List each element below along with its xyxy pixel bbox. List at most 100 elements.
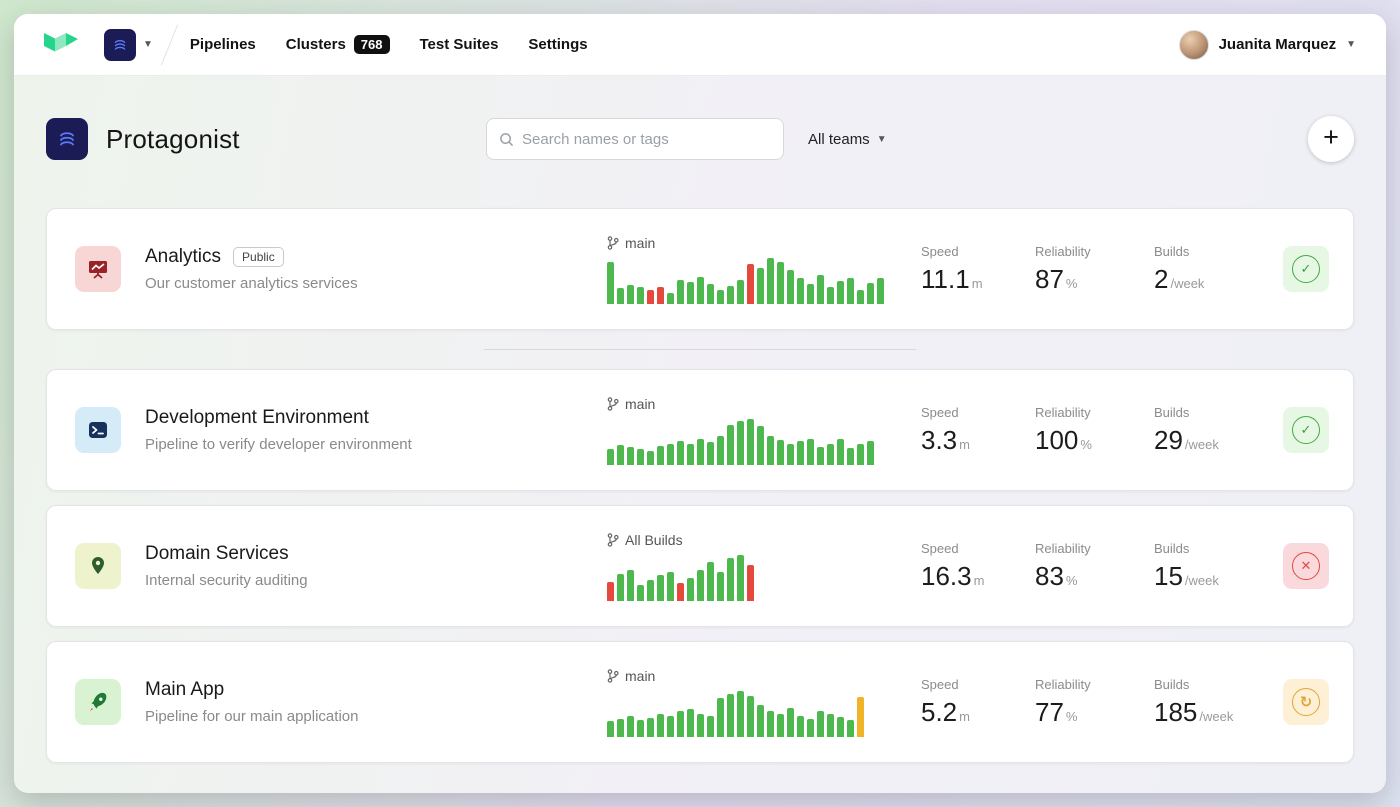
build-bar[interactable]: [607, 582, 614, 601]
pipeline-card-analytics[interactable]: Analytics Public Our customer analytics …: [46, 208, 1354, 330]
build-bar[interactable]: [647, 451, 654, 465]
build-bar[interactable]: [637, 720, 644, 737]
build-bar[interactable]: [657, 714, 664, 737]
build-bar[interactable]: [817, 275, 824, 304]
build-bar[interactable]: [817, 447, 824, 465]
build-bar[interactable]: [667, 716, 674, 737]
build-bar[interactable]: [677, 441, 684, 465]
pipeline-card-main-app[interactable]: Main App Pipeline for our main applicati…: [46, 641, 1354, 763]
build-bar[interactable]: [737, 555, 744, 601]
build-bar[interactable]: [857, 697, 864, 737]
build-bar[interactable]: [767, 258, 774, 304]
build-bar[interactable]: [607, 721, 614, 737]
build-history-chart[interactable]: [607, 258, 897, 304]
build-bar[interactable]: [667, 293, 674, 304]
build-bar[interactable]: [817, 711, 824, 737]
build-bar[interactable]: [727, 425, 734, 465]
build-bar[interactable]: [707, 284, 714, 304]
build-bar[interactable]: [787, 270, 794, 304]
build-bar[interactable]: [787, 708, 794, 737]
build-bar[interactable]: [697, 714, 704, 737]
build-bar[interactable]: [617, 288, 624, 304]
build-bar[interactable]: [757, 268, 764, 304]
build-bar[interactable]: [787, 444, 794, 465]
build-bar[interactable]: [667, 444, 674, 465]
build-bar[interactable]: [797, 441, 804, 465]
build-bar[interactable]: [687, 444, 694, 465]
build-bar[interactable]: [607, 449, 614, 465]
build-bar[interactable]: [737, 280, 744, 304]
build-bar[interactable]: [627, 716, 634, 737]
build-bar[interactable]: [747, 696, 754, 737]
build-bar[interactable]: [877, 278, 884, 304]
build-bar[interactable]: [747, 264, 754, 304]
build-bar[interactable]: [837, 439, 844, 465]
build-bar[interactable]: [687, 578, 694, 601]
build-bar[interactable]: [707, 442, 714, 465]
user-menu[interactable]: Juanita Marquez ▼: [1179, 30, 1356, 60]
build-bar[interactable]: [667, 572, 674, 601]
build-bar[interactable]: [807, 439, 814, 465]
build-bar[interactable]: [837, 717, 844, 737]
build-bar[interactable]: [747, 565, 754, 601]
nav-settings[interactable]: Settings: [528, 36, 587, 53]
build-bar[interactable]: [747, 419, 754, 465]
new-pipeline-button[interactable]: +: [1308, 116, 1354, 162]
build-bar[interactable]: [677, 583, 684, 601]
build-bar[interactable]: [827, 287, 834, 304]
brand-logo-icon[interactable]: [44, 33, 78, 57]
build-bar[interactable]: [717, 436, 724, 465]
build-bar[interactable]: [867, 441, 874, 465]
build-bar[interactable]: [857, 290, 864, 304]
build-history-chart[interactable]: [607, 555, 897, 601]
pipeline-status-icon[interactable]: [1283, 679, 1329, 725]
build-bar[interactable]: [737, 691, 744, 737]
build-bar[interactable]: [617, 719, 624, 737]
build-bar[interactable]: [677, 280, 684, 304]
build-bar[interactable]: [827, 714, 834, 737]
build-bar[interactable]: [727, 286, 734, 304]
build-bar[interactable]: [757, 426, 764, 465]
build-bar[interactable]: [627, 447, 634, 465]
build-bar[interactable]: [697, 439, 704, 465]
build-bar[interactable]: [627, 570, 634, 601]
build-bar[interactable]: [617, 574, 624, 601]
teams-filter-dropdown[interactable]: All teams ▼: [808, 131, 887, 148]
build-bar[interactable]: [847, 720, 854, 737]
build-bar[interactable]: [707, 716, 714, 737]
nav-test-suites[interactable]: Test Suites: [420, 36, 499, 53]
build-history-chart[interactable]: [607, 691, 897, 737]
build-bar[interactable]: [727, 558, 734, 601]
search-box[interactable]: [486, 118, 784, 160]
build-bar[interactable]: [847, 278, 854, 304]
build-bar[interactable]: [607, 262, 614, 304]
build-bar[interactable]: [767, 711, 774, 737]
build-bar[interactable]: [647, 290, 654, 304]
build-bar[interactable]: [767, 436, 774, 465]
build-bar[interactable]: [737, 421, 744, 465]
build-bar[interactable]: [637, 585, 644, 601]
build-bar[interactable]: [657, 446, 664, 465]
nav-clusters[interactable]: Clusters 768: [286, 35, 390, 54]
build-bar[interactable]: [827, 444, 834, 465]
build-bar[interactable]: [807, 284, 814, 304]
build-bar[interactable]: [857, 444, 864, 465]
build-bar[interactable]: [867, 283, 874, 304]
build-bar[interactable]: [647, 580, 654, 601]
build-bar[interactable]: [637, 449, 644, 465]
build-bar[interactable]: [797, 278, 804, 304]
build-bar[interactable]: [717, 290, 724, 304]
build-bar[interactable]: [797, 716, 804, 737]
build-history-chart[interactable]: [607, 419, 897, 465]
build-bar[interactable]: [727, 694, 734, 737]
build-bar[interactable]: [707, 562, 714, 601]
pipeline-status-icon[interactable]: [1283, 543, 1329, 589]
build-bar[interactable]: [757, 705, 764, 737]
search-input[interactable]: [522, 131, 771, 148]
build-bar[interactable]: [687, 709, 694, 737]
pipeline-status-icon[interactable]: [1283, 407, 1329, 453]
nav-pipelines[interactable]: Pipelines: [190, 36, 256, 53]
build-bar[interactable]: [637, 287, 644, 304]
pipeline-card-development-environment[interactable]: Development Environment Pipeline to veri…: [46, 369, 1354, 491]
build-bar[interactable]: [717, 698, 724, 737]
